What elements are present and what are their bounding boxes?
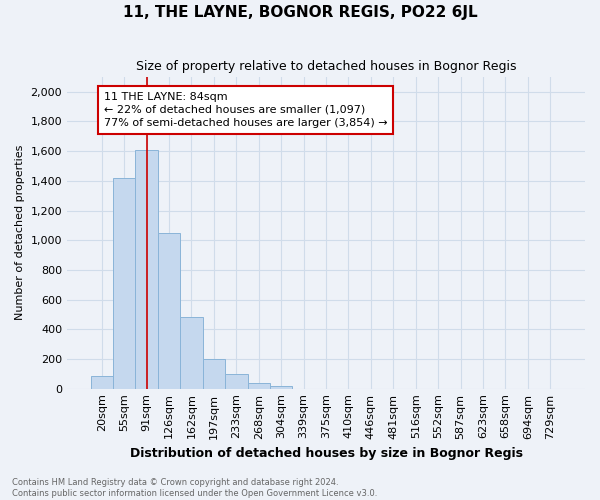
- Bar: [158, 233, 180, 388]
- Bar: [91, 376, 113, 388]
- Bar: [136, 150, 158, 388]
- Bar: [203, 359, 225, 388]
- Bar: [270, 386, 292, 388]
- Text: 11, THE LAYNE, BOGNOR REGIS, PO22 6JL: 11, THE LAYNE, BOGNOR REGIS, PO22 6JL: [122, 5, 478, 20]
- Text: Contains HM Land Registry data © Crown copyright and database right 2024.
Contai: Contains HM Land Registry data © Crown c…: [12, 478, 377, 498]
- X-axis label: Distribution of detached houses by size in Bognor Regis: Distribution of detached houses by size …: [130, 447, 523, 460]
- Bar: [113, 178, 136, 388]
- Bar: [180, 318, 203, 388]
- Bar: [225, 374, 248, 388]
- Y-axis label: Number of detached properties: Number of detached properties: [15, 145, 25, 320]
- Text: 11 THE LAYNE: 84sqm
← 22% of detached houses are smaller (1,097)
77% of semi-det: 11 THE LAYNE: 84sqm ← 22% of detached ho…: [104, 92, 388, 128]
- Bar: [248, 382, 270, 388]
- Title: Size of property relative to detached houses in Bognor Regis: Size of property relative to detached ho…: [136, 60, 516, 73]
